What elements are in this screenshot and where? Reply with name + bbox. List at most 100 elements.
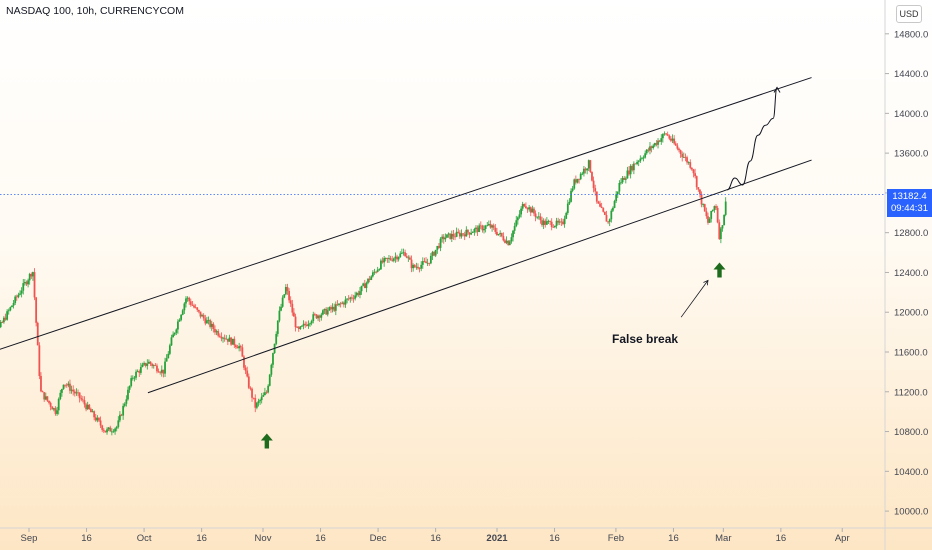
candle-body bbox=[463, 234, 466, 237]
candle-body bbox=[637, 161, 640, 163]
candle-body bbox=[346, 298, 348, 300]
candle-body bbox=[655, 143, 658, 145]
x-tick-label: 16 bbox=[430, 533, 441, 544]
candle-body bbox=[120, 414, 123, 416]
candle-body bbox=[276, 320, 279, 334]
candle-body bbox=[117, 420, 120, 427]
candle-body bbox=[231, 338, 234, 345]
candle-body bbox=[631, 165, 634, 171]
x-tick-label: Apr bbox=[835, 533, 850, 544]
candle-body bbox=[297, 327, 300, 329]
candle-body bbox=[202, 315, 205, 319]
candle-body bbox=[721, 225, 724, 229]
candle-body bbox=[470, 233, 473, 235]
candle-body bbox=[620, 182, 622, 184]
candle-body bbox=[400, 252, 403, 254]
candle-body bbox=[9, 307, 12, 311]
candle-body bbox=[130, 378, 133, 386]
candle-body bbox=[296, 327, 299, 328]
candle-body bbox=[423, 261, 426, 262]
candle-body bbox=[77, 392, 79, 394]
candle-body bbox=[122, 405, 125, 416]
candle-body bbox=[259, 400, 261, 402]
y-tick-label: 10400.0 bbox=[894, 467, 928, 478]
candle-body bbox=[558, 221, 561, 223]
candle-body bbox=[230, 337, 232, 345]
candle-body bbox=[207, 320, 210, 321]
candle-body bbox=[6, 311, 9, 320]
candle-body bbox=[483, 228, 485, 231]
candle-body bbox=[65, 384, 68, 386]
candle-body bbox=[407, 257, 410, 259]
candle-body bbox=[586, 168, 589, 171]
candle-body bbox=[510, 237, 513, 242]
candle-body bbox=[344, 299, 347, 305]
candle-body bbox=[513, 226, 516, 231]
candle-body bbox=[73, 391, 76, 394]
candle-body bbox=[676, 145, 679, 149]
candle-body bbox=[444, 237, 447, 240]
candle-body bbox=[165, 358, 168, 362]
candle-body bbox=[384, 257, 387, 259]
candle-body bbox=[286, 287, 289, 292]
candle-body bbox=[460, 233, 463, 237]
candle-body bbox=[352, 298, 355, 300]
candle-body bbox=[644, 153, 647, 158]
candle-body bbox=[357, 292, 360, 295]
candle-body bbox=[315, 314, 318, 319]
candle-body bbox=[78, 392, 81, 399]
candle-body bbox=[650, 146, 653, 148]
candle-body bbox=[178, 319, 181, 322]
candle-body bbox=[331, 306, 334, 310]
candle-body bbox=[581, 173, 584, 175]
candle-body bbox=[636, 162, 638, 165]
candle-body bbox=[59, 392, 62, 399]
candle-body bbox=[589, 160, 592, 173]
candle-body bbox=[415, 266, 418, 268]
candle-body bbox=[639, 158, 642, 162]
candle-body bbox=[128, 385, 131, 390]
candle-body bbox=[49, 402, 52, 407]
candle-body bbox=[284, 287, 287, 295]
x-tick-label: 16 bbox=[315, 533, 326, 544]
candle-body bbox=[371, 272, 374, 277]
candle-body bbox=[412, 265, 415, 269]
candle-body bbox=[330, 307, 332, 310]
candle-body bbox=[405, 256, 408, 258]
candle-body bbox=[707, 216, 709, 223]
candle-body bbox=[157, 371, 160, 373]
candle-body bbox=[413, 265, 416, 268]
candle-body bbox=[196, 307, 199, 310]
candle-body bbox=[19, 293, 21, 295]
candle-body bbox=[333, 306, 336, 311]
candle-body bbox=[189, 301, 192, 305]
candle-body bbox=[249, 387, 252, 389]
x-axis: Sep 16 Oct 16 Nov 16 Dec 16 2021 16 Feb 16 Mar 16 Apr bbox=[0, 527, 932, 544]
candle-body bbox=[7, 310, 10, 312]
candle-body bbox=[375, 271, 377, 273]
candle-body bbox=[681, 153, 684, 158]
candle-body bbox=[293, 312, 295, 317]
candle-body bbox=[674, 143, 677, 146]
candle-body bbox=[70, 389, 73, 391]
candle-body bbox=[563, 218, 566, 225]
candle-body bbox=[663, 133, 666, 135]
false-break-label: False break bbox=[612, 332, 679, 346]
candle-body bbox=[262, 395, 265, 397]
candle-body bbox=[14, 296, 17, 304]
candle-body bbox=[370, 276, 373, 280]
candle-body bbox=[265, 392, 268, 394]
candle-body bbox=[576, 178, 579, 183]
candle-body bbox=[85, 404, 87, 410]
candle-body bbox=[172, 334, 174, 338]
candle-body bbox=[381, 260, 384, 263]
candle-body bbox=[214, 328, 216, 333]
candle-body bbox=[512, 230, 514, 238]
candle-body bbox=[4, 317, 7, 320]
candle-body bbox=[544, 220, 547, 225]
candle-body bbox=[283, 294, 286, 298]
candle-body bbox=[566, 203, 569, 213]
candle-body bbox=[131, 377, 134, 379]
currency-button[interactable]: USD bbox=[896, 5, 922, 23]
